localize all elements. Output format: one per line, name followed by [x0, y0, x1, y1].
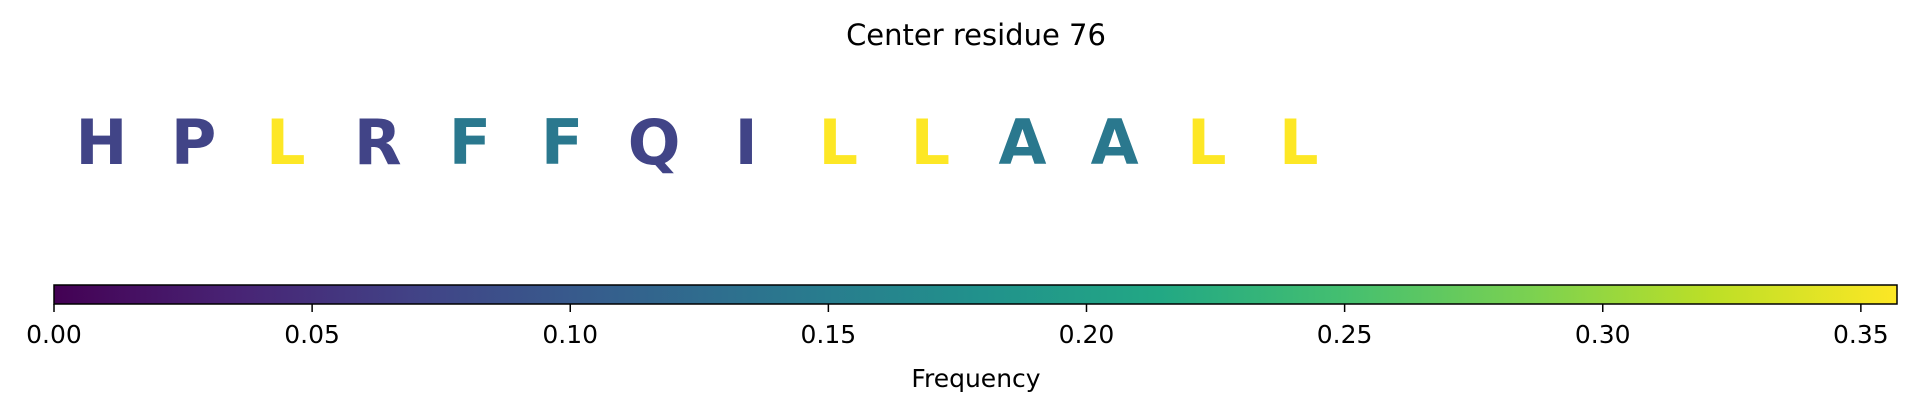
chart-title: Center residue 76: [846, 18, 1106, 52]
residue-letter: I: [735, 106, 758, 179]
x-tick-label: 0.10: [542, 320, 598, 349]
residue-letter: L: [911, 106, 951, 179]
x-tick-label: 0.20: [1059, 320, 1115, 349]
residue-letter: L: [266, 106, 306, 179]
residue-letter: Q: [628, 106, 681, 179]
residue-letter: H: [76, 106, 128, 179]
x-tick-label: 0.05: [284, 320, 340, 349]
residue-letter: F: [541, 106, 583, 179]
colorbar: [53, 284, 1898, 305]
residue-letter: L: [1187, 106, 1227, 179]
x-tick-label: 0.30: [1575, 320, 1631, 349]
residue-letter: L: [819, 106, 859, 179]
x-tick-label: 0.00: [26, 320, 82, 349]
residue-letter: L: [1279, 106, 1319, 179]
residue-letter: F: [449, 106, 491, 179]
x-tick-label: 0.35: [1833, 320, 1889, 349]
x-tick-label: 0.25: [1317, 320, 1373, 349]
residue-letter: A: [999, 106, 1047, 179]
residue-letter: A: [1091, 106, 1139, 179]
x-axis-label: Frequency: [911, 364, 1040, 393]
residue-letter: P: [171, 106, 216, 179]
x-tick-label: 0.15: [801, 320, 857, 349]
residue-letter: R: [354, 106, 402, 179]
